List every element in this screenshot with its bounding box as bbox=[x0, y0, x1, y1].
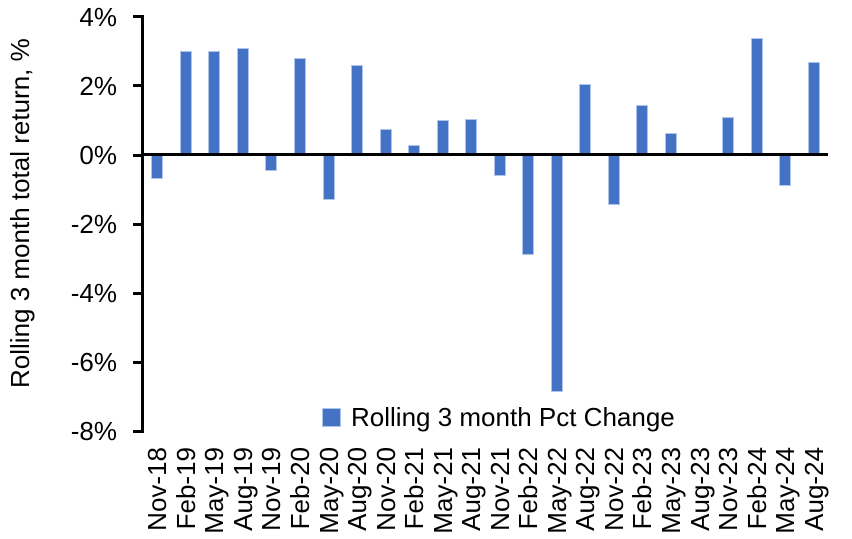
bar-May-22 bbox=[550, 154, 563, 392]
legend-marker-swatch bbox=[322, 407, 341, 427]
bar-May-20 bbox=[322, 154, 335, 200]
bar-May-24 bbox=[779, 154, 792, 187]
bar-Nov-18 bbox=[151, 154, 164, 180]
y-axis-title: Rolling 3 month total return, % bbox=[5, 38, 35, 388]
x-label-Feb-19: Feb-19 bbox=[170, 447, 201, 530]
x-label-Aug-20: Aug-20 bbox=[342, 447, 373, 531]
y-tick--2% bbox=[133, 222, 142, 226]
zero-baseline bbox=[141, 153, 828, 156]
x-label-Nov-18: Nov-18 bbox=[142, 447, 173, 531]
y-tick-label--4%: -4% bbox=[70, 278, 117, 309]
bar-Feb-24 bbox=[750, 37, 763, 156]
x-label-Nov-21: Nov-21 bbox=[484, 447, 515, 531]
x-label-Feb-20: Feb-20 bbox=[284, 447, 315, 530]
bar-Feb-19 bbox=[179, 51, 192, 156]
x-label-Feb-21: Feb-21 bbox=[399, 447, 430, 530]
x-label-Aug-24: Aug-24 bbox=[798, 447, 829, 531]
bar-Aug-21 bbox=[465, 118, 478, 156]
y-tick-label-0%: 0% bbox=[79, 140, 117, 170]
x-label-Nov-22: Nov-22 bbox=[598, 447, 629, 531]
x-label-Nov-19: Nov-19 bbox=[256, 447, 287, 531]
x-label-May-22: May-22 bbox=[541, 447, 572, 534]
bar-Nov-19 bbox=[265, 154, 278, 171]
bar-May-19 bbox=[208, 51, 221, 156]
bar-Aug-24 bbox=[807, 61, 820, 156]
x-label-Aug-21: Aug-21 bbox=[456, 447, 487, 531]
y-tick--8% bbox=[133, 429, 142, 433]
bar-Nov-21 bbox=[493, 154, 506, 176]
bar-Aug-20 bbox=[351, 65, 364, 156]
bar-Feb-20 bbox=[293, 58, 306, 156]
x-label-Feb-23: Feb-23 bbox=[627, 447, 658, 530]
legend: Rolling 3 month Pct Change bbox=[322, 404, 675, 430]
legend-series-label: Rolling 3 month Pct Change bbox=[351, 402, 675, 432]
y-tick-label-2%: 2% bbox=[79, 70, 117, 101]
y-axis-line bbox=[141, 15, 144, 433]
bar-Feb-22 bbox=[522, 154, 535, 256]
x-label-Feb-24: Feb-24 bbox=[741, 447, 772, 530]
x-label-May-20: May-20 bbox=[313, 447, 344, 534]
bar-Nov-20 bbox=[379, 129, 392, 156]
y-tick-label--8%: -8% bbox=[70, 416, 117, 447]
x-label-Nov-20: Nov-20 bbox=[370, 447, 401, 531]
y-tick-label--2%: -2% bbox=[70, 209, 117, 240]
y-tick--4% bbox=[133, 291, 142, 295]
bar-Nov-22 bbox=[607, 154, 620, 206]
x-label-Aug-22: Aug-22 bbox=[570, 447, 601, 531]
x-label-Nov-23: Nov-23 bbox=[713, 447, 744, 531]
y-tick--6% bbox=[133, 360, 142, 364]
bar-Nov-23 bbox=[722, 116, 735, 156]
x-label-Aug-19: Aug-19 bbox=[227, 447, 258, 531]
y-tick-label--6%: -6% bbox=[70, 347, 117, 378]
x-label-May-21: May-21 bbox=[427, 447, 458, 534]
x-label-May-19: May-19 bbox=[199, 447, 230, 534]
y-tick-0% bbox=[133, 153, 142, 157]
bar-Aug-22 bbox=[579, 84, 592, 156]
y-tick-label-4%: 4% bbox=[79, 1, 117, 32]
bar-May-21 bbox=[436, 120, 449, 156]
y-tick-2% bbox=[133, 84, 142, 88]
x-label-Aug-23: Aug-23 bbox=[684, 447, 715, 531]
bar-Feb-23 bbox=[636, 104, 649, 156]
x-label-Feb-22: Feb-22 bbox=[513, 447, 544, 530]
x-label-May-23: May-23 bbox=[656, 447, 687, 534]
x-label-May-24: May-24 bbox=[770, 447, 801, 534]
bar-Aug-19 bbox=[236, 47, 249, 156]
y-tick-4% bbox=[133, 15, 142, 19]
